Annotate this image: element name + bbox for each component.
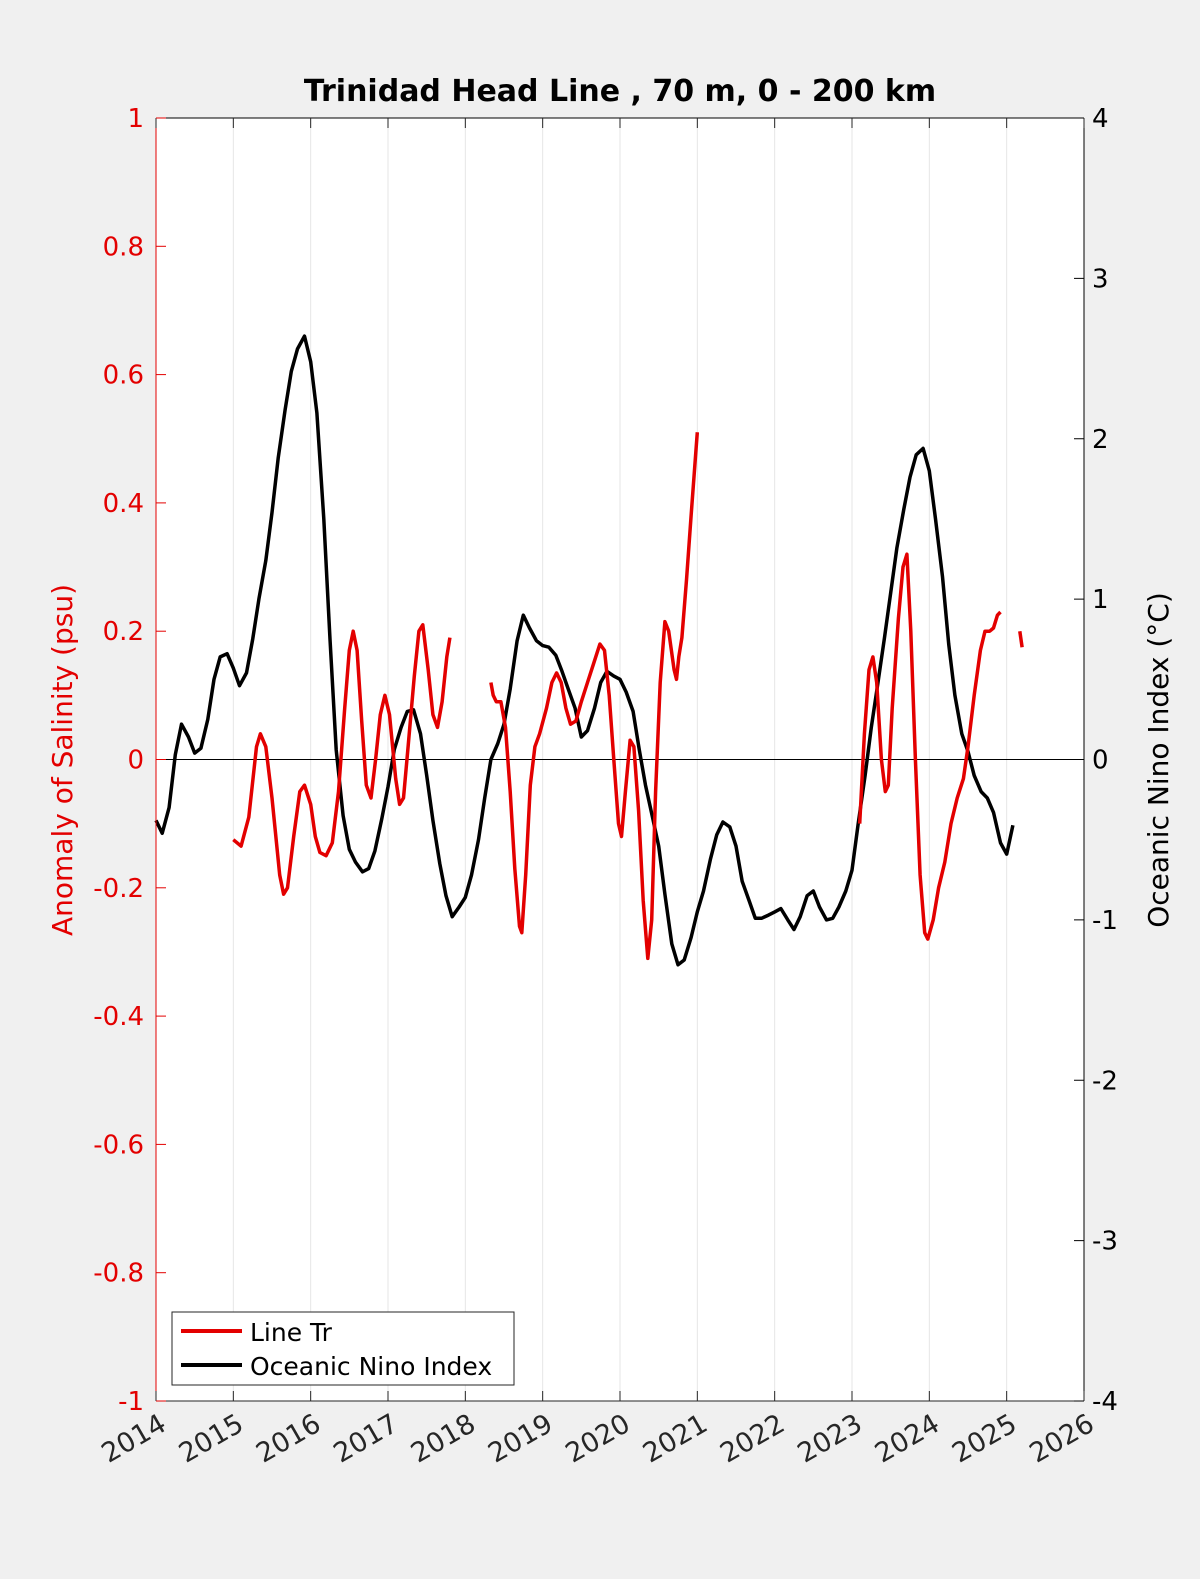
right-tick-label: -2 (1092, 1066, 1118, 1096)
chart-title: Trinidad Head Line , 70 m, 0 - 200 km (304, 74, 936, 109)
right-axis-ticks: 4 3 2 1 0 -1 -2 -3 -4 (1074, 104, 1118, 1417)
x-tick-label: 2023 (792, 1408, 867, 1469)
left-tick-label: 0.4 (103, 489, 144, 519)
x-tick-label: 2022 (715, 1408, 790, 1469)
x-tick-label: 2020 (560, 1408, 635, 1469)
x-tick-label: 2019 (483, 1408, 558, 1469)
x-tick-label: 2014 (96, 1408, 171, 1469)
x-tick-label: 2024 (870, 1408, 945, 1469)
left-tick-label: -1 (118, 1387, 144, 1417)
right-tick-label: 2 (1092, 425, 1109, 455)
salinity-line-segment-0 (232, 623, 452, 896)
x-tick-label: 2021 (638, 1408, 713, 1469)
legend-label-line-tr: Line Tr (250, 1318, 333, 1347)
right-axis-label: Oceanic Nino Index (°C) (1142, 592, 1175, 928)
left-axis-ticks: 1 0.8 0.6 0.4 0.2 0 -0.2 -0.4 -0.6 -0.8 -1 (93, 104, 166, 1417)
x-tick-label: 2025 (947, 1408, 1022, 1469)
right-tick-label: 0 (1092, 746, 1109, 776)
right-tick-label: 4 (1092, 104, 1109, 134)
left-tick-label: 0 (127, 746, 144, 776)
left-tick-label: -0.4 (93, 1002, 144, 1032)
x-tick-label: 2018 (406, 1408, 481, 1469)
x-tick-label: 2015 (174, 1408, 249, 1469)
salinity-line-segment-1 (489, 432, 700, 961)
x-tick-label: 2017 (328, 1408, 403, 1469)
left-tick-label: -0.2 (93, 874, 144, 904)
right-tick-label: -4 (1092, 1387, 1118, 1417)
salinity-line-segment-2 (857, 552, 1002, 941)
left-tick-label: 0.6 (103, 361, 144, 391)
right-tick-label: 3 (1092, 264, 1109, 294)
legend-label-oni: Oceanic Nino Index (250, 1352, 492, 1381)
legend: Line Tr Oceanic Nino Index (171, 1311, 515, 1386)
legend-box (171, 1311, 515, 1386)
series-layer (154, 334, 1024, 967)
left-tick-label: 0.2 (103, 617, 144, 647)
left-tick-label: -0.8 (93, 1259, 144, 1289)
right-tick-label: -3 (1092, 1227, 1118, 1257)
left-tick-label: 1 (127, 104, 144, 134)
x-tick-label: 2026 (1024, 1408, 1099, 1469)
oni-line-segment-0 (154, 334, 1015, 967)
left-axis-label: Anomaly of Salinity (psu) (46, 584, 79, 936)
left-tick-label: 0.8 (103, 232, 144, 262)
right-tick-label: 1 (1092, 585, 1109, 615)
salinity-line-segment-3 (1018, 630, 1024, 648)
right-tick-label: -1 (1092, 906, 1118, 936)
x-tick-label: 2016 (251, 1408, 326, 1469)
left-tick-label: -0.6 (93, 1130, 144, 1160)
